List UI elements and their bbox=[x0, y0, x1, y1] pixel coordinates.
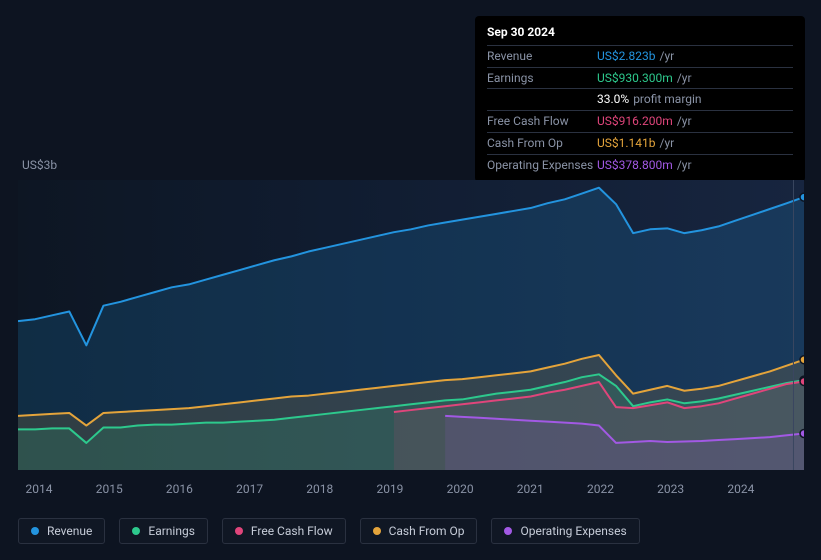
tooltip-value: US$378.800m bbox=[597, 158, 673, 172]
series-end-dot bbox=[800, 429, 804, 437]
tooltip-row: Operating ExpensesUS$378.800m/yr bbox=[487, 154, 793, 176]
x-axis: 2014 2015 2016 2017 2018 2019 2020 2021 2022 2023… bbox=[18, 482, 804, 502]
tooltip-suffix: /yr bbox=[660, 136, 675, 150]
x-tick-label: 2018 bbox=[306, 482, 333, 496]
legend-dot-icon bbox=[504, 527, 512, 535]
tooltip-rows: RevenueUS$2.823b/yrEarningsUS$930.300m/y… bbox=[487, 45, 793, 176]
x-tick-label: 2023 bbox=[657, 482, 684, 496]
legend-label: Cash From Op bbox=[389, 524, 465, 538]
series-end-dot bbox=[800, 377, 804, 385]
x-tick-label: 2016 bbox=[166, 482, 193, 496]
legend-label: Revenue bbox=[47, 524, 92, 538]
tooltip-suffix: /yr bbox=[660, 49, 675, 63]
x-tick-label: 2020 bbox=[447, 482, 474, 496]
tooltip-value: US$1.141b bbox=[597, 136, 656, 150]
y-axis-label-top: US$3b bbox=[22, 158, 57, 172]
legend-item[interactable]: Free Cash Flow bbox=[222, 518, 346, 544]
x-tick-label: 2024 bbox=[727, 482, 754, 496]
tooltip-row: EarningsUS$930.300m/yr bbox=[487, 67, 793, 89]
series-end-dot bbox=[800, 356, 804, 364]
legend-dot-icon bbox=[31, 527, 39, 535]
tooltip-date: Sep 30 2024 bbox=[487, 22, 793, 45]
x-tick-label: 2014 bbox=[26, 482, 53, 496]
legend-item[interactable]: Revenue bbox=[18, 518, 105, 544]
x-tick-label: 2017 bbox=[236, 482, 263, 496]
chart-tooltip: Sep 30 2024 RevenueUS$2.823b/yrEarningsU… bbox=[475, 16, 805, 182]
tooltip-label: Free Cash Flow bbox=[487, 113, 597, 130]
plot-svg bbox=[18, 180, 804, 470]
financials-chart: Sep 30 2024 RevenueUS$2.823b/yrEarningsU… bbox=[0, 0, 821, 560]
x-tick-label: 2019 bbox=[376, 482, 403, 496]
tooltip-value: 33.0% bbox=[597, 92, 629, 106]
tooltip-label: Revenue bbox=[487, 48, 597, 65]
tooltip-row: RevenueUS$2.823b/yr bbox=[487, 45, 793, 67]
legend-item[interactable]: Cash From Op bbox=[360, 518, 478, 544]
legend-item[interactable]: Earnings bbox=[119, 518, 208, 544]
tooltip-row: Free Cash FlowUS$916.200m/yr bbox=[487, 110, 793, 132]
tooltip-value: US$930.300m bbox=[597, 71, 673, 85]
legend-dot-icon bbox=[373, 527, 381, 535]
tooltip-label: Earnings bbox=[487, 70, 597, 87]
tooltip-suffix: /yr bbox=[677, 158, 692, 172]
tooltip-value: US$916.200m bbox=[597, 114, 673, 128]
x-tick-label: 2021 bbox=[517, 482, 544, 496]
tooltip-label: Cash From Op bbox=[487, 135, 597, 152]
tooltip-suffix: /yr bbox=[677, 71, 692, 85]
tooltip-value: US$2.823b bbox=[597, 49, 656, 63]
tooltip-label bbox=[487, 91, 597, 108]
tooltip-suffix: profit margin bbox=[633, 92, 701, 106]
tooltip-row: 33.0% profit margin bbox=[487, 88, 793, 110]
tooltip-suffix: /yr bbox=[677, 114, 692, 128]
tooltip-row: Cash From OpUS$1.141b/yr bbox=[487, 132, 793, 154]
legend-dot-icon bbox=[235, 527, 243, 535]
legend-item[interactable]: Operating Expenses bbox=[491, 518, 639, 544]
legend-label: Earnings bbox=[148, 524, 195, 538]
legend-label: Operating Expenses bbox=[520, 524, 626, 538]
x-tick-label: 2022 bbox=[587, 482, 614, 496]
x-tick-label: 2015 bbox=[96, 482, 123, 496]
series-end-dot bbox=[800, 193, 804, 201]
legend-dot-icon bbox=[132, 527, 140, 535]
tooltip-label: Operating Expenses bbox=[487, 157, 597, 174]
legend-label: Free Cash Flow bbox=[251, 524, 333, 538]
chart-legend: Revenue Earnings Free Cash Flow Cash From O… bbox=[18, 518, 640, 544]
